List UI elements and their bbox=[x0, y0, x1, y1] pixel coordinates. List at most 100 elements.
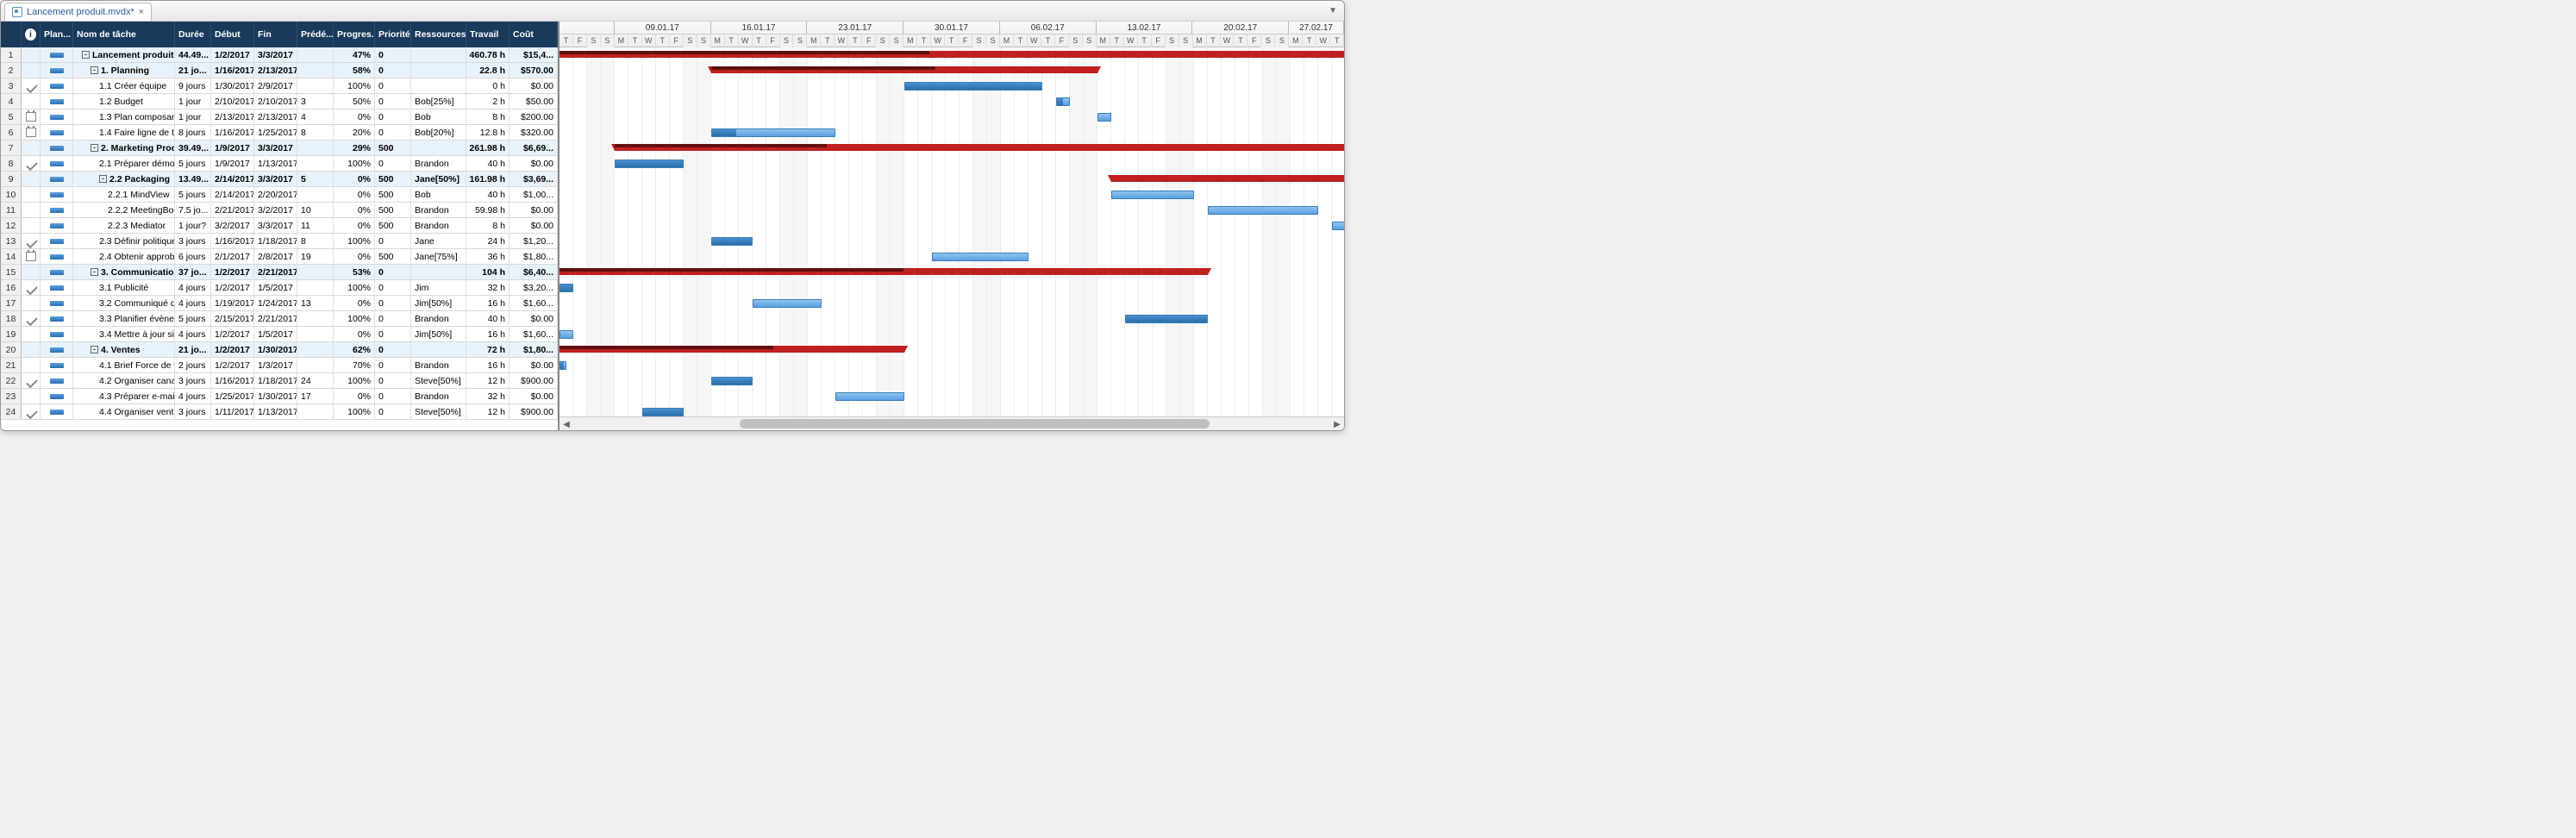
progress-cell[interactable]: 50% bbox=[334, 94, 375, 109]
pred-cell[interactable]: 8 bbox=[297, 234, 334, 248]
cost-cell[interactable]: $0.00 bbox=[510, 389, 558, 403]
collapse-icon[interactable]: - bbox=[91, 346, 98, 353]
task-row[interactable]: 20-4. Ventes21 jo...1/2/20171/30/201762%… bbox=[1, 342, 558, 358]
row-number[interactable]: 11 bbox=[1, 203, 22, 217]
priority-cell[interactable]: 500 bbox=[375, 218, 411, 233]
resources-cell[interactable] bbox=[411, 78, 466, 93]
priority-cell[interactable]: 500 bbox=[375, 203, 411, 217]
start-cell[interactable]: 1/2/2017 bbox=[211, 265, 254, 279]
task-row[interactable]: 132.3 Définir politique...3 jours1/16/20… bbox=[1, 234, 558, 249]
summary-bar[interactable] bbox=[711, 66, 1097, 73]
progress-cell[interactable]: 53% bbox=[334, 265, 375, 279]
collapse-icon[interactable]: - bbox=[99, 175, 107, 183]
horizontal-scrollbar[interactable]: ◀ ▶ bbox=[560, 416, 1344, 430]
task-name-cell[interactable]: 2.2.2 MeetingBooster bbox=[73, 203, 175, 217]
col-cost[interactable]: Coût bbox=[510, 22, 558, 47]
task-bar[interactable] bbox=[1125, 315, 1208, 323]
row-number[interactable]: 3 bbox=[1, 78, 22, 93]
work-cell[interactable]: 24 h bbox=[466, 234, 510, 248]
pred-cell[interactable]: 8 bbox=[297, 125, 334, 140]
start-cell[interactable]: 1/2/2017 bbox=[211, 342, 254, 357]
duration-cell[interactable]: 37 jo... bbox=[175, 265, 211, 279]
start-cell[interactable]: 1/16/2017 bbox=[211, 63, 254, 78]
duration-cell[interactable]: 21 jo... bbox=[175, 342, 211, 357]
work-cell[interactable]: 32 h bbox=[466, 280, 510, 295]
task-row[interactable]: 51.3 Plan composants1 jour2/13/20172/13/… bbox=[1, 109, 558, 125]
task-bar[interactable] bbox=[1056, 97, 1070, 106]
priority-cell[interactable]: 0 bbox=[375, 63, 411, 78]
cost-cell[interactable]: $1,60... bbox=[510, 296, 558, 310]
work-cell[interactable]: 36 h bbox=[466, 249, 510, 264]
start-cell[interactable]: 3/2/2017 bbox=[211, 218, 254, 233]
col-priority[interactable]: Priorité bbox=[375, 22, 411, 47]
resources-cell[interactable]: Brandon bbox=[411, 389, 466, 403]
cost-cell[interactable]: $200.00 bbox=[510, 109, 558, 124]
duration-cell[interactable]: 5 jours bbox=[175, 156, 211, 171]
resources-cell[interactable]: Brandon bbox=[411, 156, 466, 171]
resources-cell[interactable]: Bob[25%] bbox=[411, 94, 466, 109]
end-cell[interactable]: 1/25/2017 bbox=[254, 125, 297, 140]
pred-cell[interactable]: 4 bbox=[297, 109, 334, 124]
end-cell[interactable]: 2/13/2017 bbox=[254, 109, 297, 124]
progress-cell[interactable]: 0% bbox=[334, 327, 375, 341]
col-duration[interactable]: Durée bbox=[175, 22, 211, 47]
cost-cell[interactable]: $570.00 bbox=[510, 63, 558, 78]
priority-cell[interactable]: 0 bbox=[375, 109, 411, 124]
summary-bar[interactable] bbox=[560, 346, 904, 353]
work-cell[interactable]: 16 h bbox=[466, 296, 510, 310]
end-cell[interactable]: 1/13/2017 bbox=[254, 156, 297, 171]
cost-cell[interactable]: $0.00 bbox=[510, 78, 558, 93]
scrollbar-thumb[interactable] bbox=[740, 419, 1209, 428]
duration-cell[interactable]: 3 jours bbox=[175, 234, 211, 248]
gantt-row[interactable] bbox=[560, 63, 1344, 78]
duration-cell[interactable]: 21 jo... bbox=[175, 63, 211, 78]
start-cell[interactable]: 1/16/2017 bbox=[211, 125, 254, 140]
task-row[interactable]: 15-3. Communication37 jo...1/2/20172/21/… bbox=[1, 265, 558, 280]
task-bar[interactable] bbox=[615, 159, 684, 168]
gantt-body[interactable] bbox=[560, 47, 1344, 416]
duration-cell[interactable]: 1 jour bbox=[175, 94, 211, 109]
duration-cell[interactable]: 4 jours bbox=[175, 296, 211, 310]
priority-cell[interactable]: 0 bbox=[375, 280, 411, 295]
row-number[interactable]: 8 bbox=[1, 156, 22, 171]
task-bar[interactable] bbox=[1097, 113, 1111, 122]
priority-cell[interactable]: 0 bbox=[375, 234, 411, 248]
end-cell[interactable]: 1/5/2017 bbox=[254, 327, 297, 341]
end-cell[interactable]: 1/30/2017 bbox=[254, 389, 297, 403]
task-row[interactable]: 193.4 Mettre à jour sit...4 jours1/2/201… bbox=[1, 327, 558, 342]
end-cell[interactable]: 3/3/2017 bbox=[254, 47, 297, 62]
gantt-row[interactable] bbox=[560, 311, 1344, 327]
resources-cell[interactable]: Steve[50%] bbox=[411, 404, 466, 419]
pred-cell[interactable] bbox=[297, 311, 334, 326]
end-cell[interactable]: 1/18/2017 bbox=[254, 234, 297, 248]
duration-cell[interactable]: 1 jour? bbox=[175, 218, 211, 233]
end-cell[interactable]: 3/3/2017 bbox=[254, 141, 297, 155]
priority-cell[interactable]: 0 bbox=[375, 78, 411, 93]
resources-cell[interactable]: Bob bbox=[411, 109, 466, 124]
resources-cell[interactable] bbox=[411, 265, 466, 279]
start-cell[interactable]: 2/10/2017 bbox=[211, 94, 254, 109]
start-cell[interactable]: 1/25/2017 bbox=[211, 389, 254, 403]
task-name-cell[interactable]: 1.2 Budget bbox=[73, 94, 175, 109]
gantt-row[interactable] bbox=[560, 187, 1344, 203]
gantt-row[interactable] bbox=[560, 342, 1344, 358]
pred-cell[interactable] bbox=[297, 342, 334, 357]
priority-cell[interactable]: 0 bbox=[375, 404, 411, 419]
task-name-cell[interactable]: -3. Communication bbox=[73, 265, 175, 279]
collapse-icon[interactable]: - bbox=[82, 51, 90, 59]
row-number[interactable]: 1 bbox=[1, 47, 22, 62]
resources-cell[interactable]: Jane[75%] bbox=[411, 249, 466, 264]
task-name-cell[interactable]: -4. Ventes bbox=[73, 342, 175, 357]
end-cell[interactable]: 1/3/2017 bbox=[254, 358, 297, 372]
gantt-row[interactable] bbox=[560, 296, 1344, 311]
resources-cell[interactable]: Jane bbox=[411, 234, 466, 248]
gantt-row[interactable] bbox=[560, 109, 1344, 125]
row-number[interactable]: 22 bbox=[1, 373, 22, 388]
cost-cell[interactable]: $6,40... bbox=[510, 265, 558, 279]
task-name-cell[interactable]: 2.2.3 Mediator bbox=[73, 218, 175, 233]
gantt-row[interactable] bbox=[560, 327, 1344, 342]
cost-cell[interactable]: $0.00 bbox=[510, 218, 558, 233]
resources-cell[interactable] bbox=[411, 47, 466, 62]
gantt-row[interactable] bbox=[560, 94, 1344, 109]
start-cell[interactable]: 1/2/2017 bbox=[211, 47, 254, 62]
